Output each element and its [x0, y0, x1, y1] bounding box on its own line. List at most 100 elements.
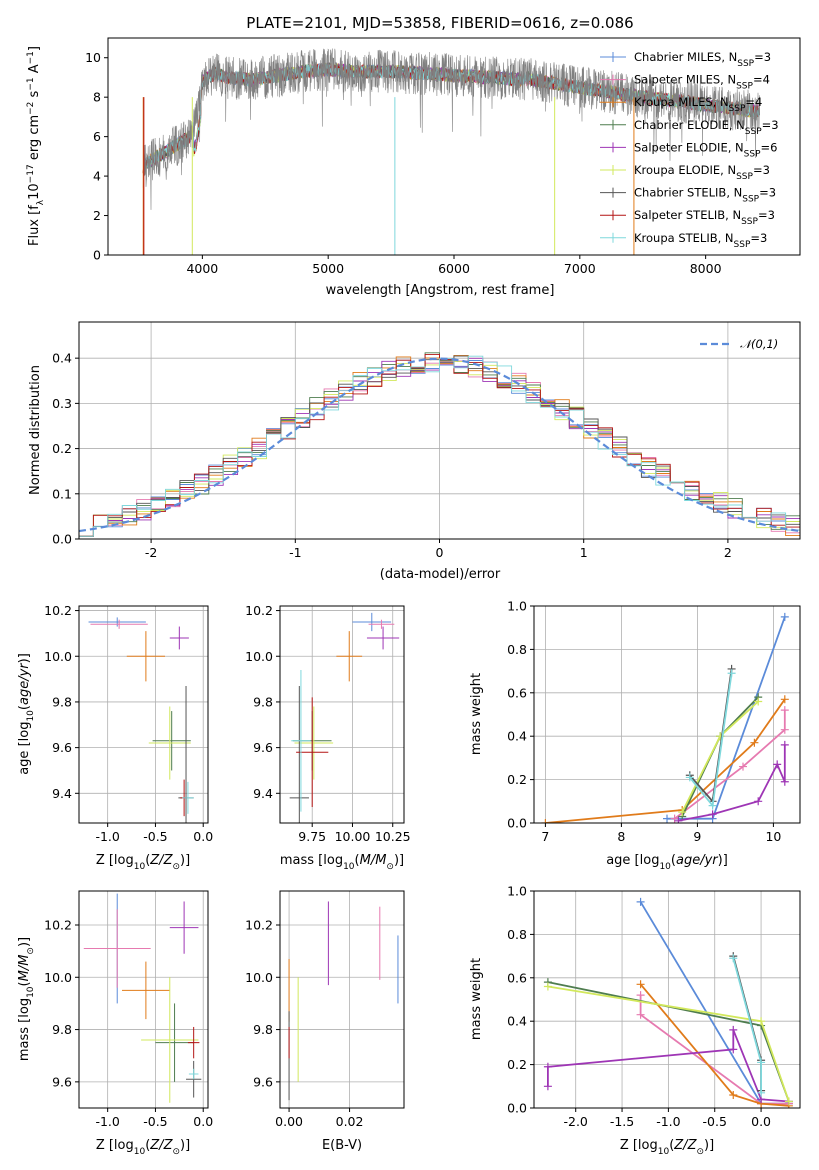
- panel-spectrum-frame: [107, 37, 801, 256]
- x-tick-label: 8000: [690, 261, 722, 276]
- y-tick-label: 2: [93, 208, 101, 223]
- panel-weight_vs_age-frame: [533, 605, 801, 824]
- x-tick-label: 7: [541, 829, 549, 844]
- panel-age_vs_mass-frame: [279, 605, 405, 824]
- x-axis-label: Z [log10(Z/Z⊙)]: [96, 1138, 190, 1157]
- legend-label: Salpeter MILES, NSSP=4: [634, 73, 770, 92]
- legend-label: 𝒩(0,1): [740, 337, 778, 351]
- plus-marker: [729, 954, 738, 963]
- y-axis-label: mass [log10(M/M⊙)]: [17, 937, 36, 1061]
- y-tick-label: 6: [93, 129, 101, 144]
- y-tick-label: 9.4: [52, 786, 72, 801]
- y-tick-label: 10.2: [44, 603, 72, 618]
- mass-weight-line: [674, 710, 786, 820]
- y-tick-label: 9.4: [253, 786, 273, 801]
- chart-title: PLATE=2101, MJD=53858, FIBERID=0616, z=0…: [246, 14, 633, 32]
- panel-age_vs_mass-grid: [280, 606, 404, 823]
- plus-marker: [729, 1090, 738, 1099]
- panel-weight_vs_Z-grid: [534, 890, 800, 1109]
- y-axis-label: mass weight: [469, 673, 484, 755]
- y-tick-label: 0.1: [52, 486, 72, 501]
- panel-age_vs_Z-frame: [78, 605, 209, 824]
- plus-marker: [636, 1010, 645, 1019]
- plus-marker: [543, 1062, 552, 1071]
- data-spectrum-line: [142, 48, 760, 210]
- y-axis-label: mass weight: [469, 958, 484, 1040]
- x-tick-label: -2.0: [564, 1114, 588, 1129]
- x-tick-label: 2: [724, 545, 732, 560]
- x-axis-label: Z [log10(Z/Z⊙)]: [620, 1138, 714, 1157]
- y-tick-label: 10.2: [245, 603, 273, 618]
- y-tick-label: 1.0: [507, 884, 527, 899]
- y-tick-label: 0.2: [507, 1057, 527, 1072]
- x-tick-label: 1: [580, 545, 588, 560]
- x-tick-label: -1.0: [95, 829, 119, 844]
- y-tick-label: 10.0: [44, 970, 72, 985]
- x-tick-label: -1.0: [95, 1114, 119, 1129]
- y-tick-label: 9.8: [52, 694, 72, 709]
- y-tick-label: 9.6: [52, 1074, 72, 1089]
- plus-marker: [784, 1097, 793, 1106]
- y-tick-label: 1.0: [507, 599, 527, 614]
- x-axis-label: age [log10(age/yr)]: [606, 853, 728, 872]
- y-tick-label: 10.2: [44, 917, 72, 932]
- plus-marker: [757, 1058, 766, 1067]
- plus-marker: [685, 773, 694, 782]
- plus-marker: [708, 801, 717, 810]
- panel-mass_vs_Z-plot: [83, 893, 202, 1103]
- plus-marker: [678, 808, 687, 817]
- y-tick-label: 9.6: [253, 1074, 273, 1089]
- y-tick-label: 10.2: [245, 917, 273, 932]
- legend-label: Chabrier STELIB, NSSP=3: [634, 186, 776, 205]
- legend-label: Chabrier MILES, NSSP=3: [634, 50, 771, 69]
- x-tick-label: 10: [765, 829, 781, 844]
- plus-marker: [754, 797, 763, 806]
- panel-weight_vs_Z-frame: [533, 890, 801, 1109]
- panel-mass_vs_EBV-plot: [288, 901, 399, 1101]
- plus-marker: [780, 706, 789, 715]
- x-axis-label: wavelength [Angstrom, rest frame]: [326, 283, 555, 298]
- x-tick-label: 4000: [186, 261, 218, 276]
- panel-weight_vs_age-plot: [541, 612, 789, 823]
- plus-marker: [780, 612, 789, 621]
- plus-marker: [729, 1045, 738, 1054]
- x-tick-label: 7000: [564, 261, 596, 276]
- x-axis-label: (data-model)/error: [380, 567, 501, 582]
- panel-residuals-plot: [79, 352, 800, 537]
- mass-weight-line: [545, 698, 786, 823]
- panel-spectrum-plot: [142, 48, 760, 255]
- y-tick-label: 10.0: [245, 649, 273, 664]
- panel-age_vs_Z-grid: [79, 606, 208, 823]
- x-tick-label: 9.75: [298, 829, 326, 844]
- y-tick-label: 0.4: [52, 351, 72, 366]
- x-tick-label: -0.5: [143, 829, 167, 844]
- panel-mass_vs_Z-grid: [79, 891, 208, 1108]
- x-axis-label: E(B-V): [322, 1138, 362, 1153]
- x-tick-label: -1.5: [610, 1114, 634, 1129]
- legend-label: Kroupa ELODIE, NSSP=3: [634, 163, 770, 182]
- panel-age_vs_mass-plot: [289, 612, 400, 823]
- y-tick-label: 0.2: [507, 772, 527, 787]
- plus-marker: [729, 1025, 738, 1034]
- x-tick-label: -0.5: [143, 1114, 167, 1129]
- plus-marker: [636, 897, 645, 906]
- x-tick-label: 6000: [438, 261, 470, 276]
- x-tick-label: 10.25: [375, 829, 411, 844]
- x-axis-label: mass [log10(M/M⊙)]: [280, 853, 404, 872]
- plus-marker: [750, 738, 759, 747]
- y-tick-label: 0.4: [507, 729, 527, 744]
- x-tick-label: 0.0: [193, 829, 213, 844]
- y-tick-label: 0.3: [52, 396, 72, 411]
- y-tick-label: 0.0: [507, 816, 527, 831]
- y-tick-label: 0.0: [507, 1101, 527, 1116]
- y-axis-label: age [log10(age/yr)]: [17, 653, 36, 775]
- histogram-series: [79, 355, 800, 537]
- plus-marker: [541, 819, 550, 823]
- plus-marker: [663, 814, 671, 823]
- x-tick-label: 0.02: [336, 1114, 364, 1129]
- normal-reference-curve: [79, 357, 800, 533]
- mass-weight-line: [639, 995, 789, 1105]
- panel-weight_vs_Z-plot: [543, 897, 793, 1108]
- y-tick-label: 0.8: [507, 642, 527, 657]
